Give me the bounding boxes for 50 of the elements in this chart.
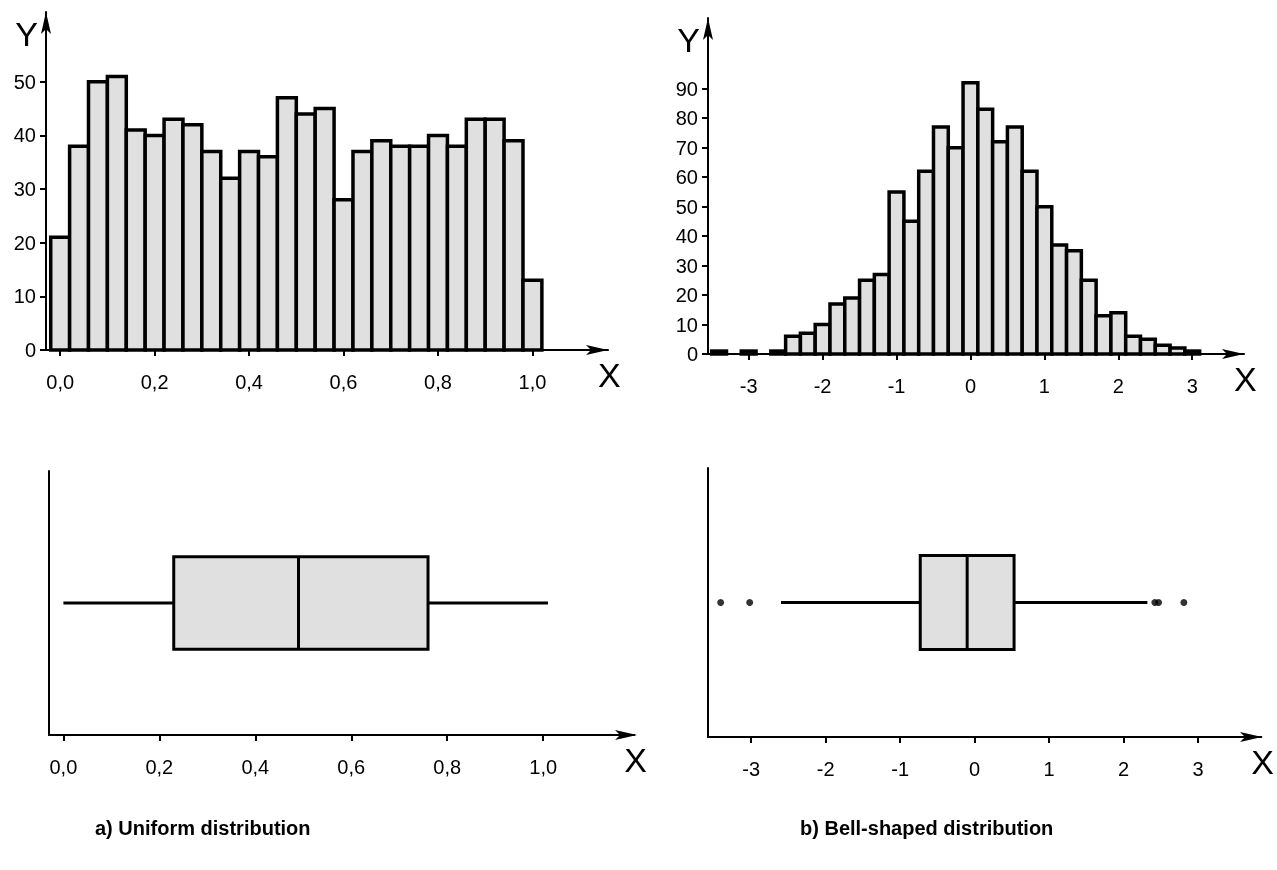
- y-tick-label: 20: [13, 231, 36, 254]
- x-tick-label: -1: [887, 375, 906, 397]
- y-tick-label: 40: [13, 124, 36, 147]
- y-tick-label: 0: [686, 343, 698, 365]
- y-axis-title: Y: [15, 15, 38, 53]
- x-axis-title: X: [1251, 743, 1275, 781]
- y-axis-title: Y: [677, 21, 700, 59]
- text: b) Bell-shaped distribution: [800, 817, 1054, 839]
- x-tick-label: 0,6: [329, 371, 358, 393]
- x-tick-label: 0,2: [140, 371, 169, 393]
- text: a) Uniform distribution: [95, 817, 311, 839]
- x-tick-label: -3: [742, 758, 761, 780]
- y-tick-label: 10: [675, 313, 698, 336]
- y-tick-label: 30: [675, 254, 698, 277]
- x-tick-label: 1,0: [518, 371, 547, 393]
- x-tick-label: 0,4: [241, 756, 270, 778]
- x-tick-label: 2: [1117, 758, 1130, 780]
- x-tick-label: -2: [816, 758, 835, 780]
- x-tick-label: 0,2: [145, 756, 174, 778]
- y-tick-label: 80: [675, 107, 698, 130]
- x-tick-label: 0,8: [433, 756, 462, 778]
- x-tick-label: 0,4: [235, 371, 263, 393]
- x-tick-label: 3: [1192, 758, 1204, 780]
- x-tick-label: 0,8: [424, 371, 452, 393]
- x-tick-label: -1: [891, 758, 910, 780]
- y-tick-label: 20: [675, 284, 698, 307]
- x-tick-label: 2: [1112, 375, 1124, 397]
- y-tick-label: 70: [675, 136, 698, 159]
- y-tick-label: 30: [13, 178, 36, 201]
- x-tick-label: -2: [813, 375, 832, 397]
- x-axis-title: X: [1234, 360, 1257, 398]
- x-tick-label: 0,6: [337, 756, 366, 778]
- x-tick-label: 0: [964, 375, 977, 397]
- y-tick-label: 50: [13, 70, 36, 93]
- y-tick-label: 40: [675, 225, 698, 248]
- x-tick-label: 3: [1186, 375, 1198, 397]
- x-tick-label: 0,0: [46, 371, 75, 393]
- x-tick-label: 0: [969, 758, 981, 780]
- x-axis-title: X: [624, 741, 648, 779]
- x-tick-label: 0,0: [49, 756, 78, 778]
- y-tick-label: 60: [675, 166, 698, 189]
- x-tick-label: 1: [1043, 758, 1055, 780]
- y-tick-label: 0: [24, 339, 36, 361]
- y-tick-label: 10: [13, 285, 36, 308]
- x-tick-label: 1: [1038, 375, 1050, 397]
- x-tick-label: -3: [739, 375, 758, 397]
- x-tick-label: 1,0: [529, 756, 558, 778]
- y-tick-label: 90: [675, 77, 698, 100]
- x-axis-title: X: [598, 356, 621, 394]
- y-tick-label: 50: [675, 195, 698, 218]
